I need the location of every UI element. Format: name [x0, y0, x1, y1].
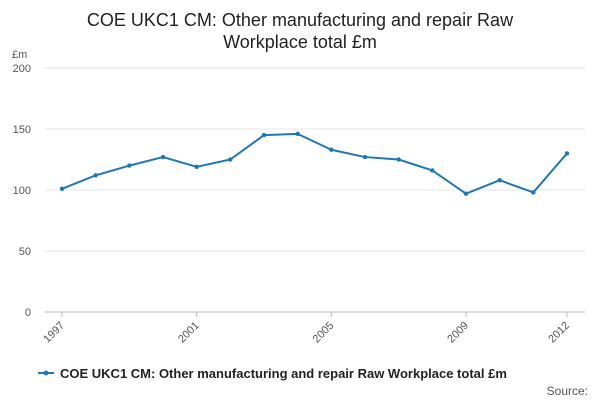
- x-tick-label: 2012: [546, 320, 572, 346]
- x-tick-label: 2005: [311, 320, 337, 346]
- data-point-2009: [463, 191, 469, 196]
- x-tick-label: 2001: [176, 320, 202, 346]
- y-tick-label: 50: [19, 246, 31, 258]
- series-layer: [59, 131, 570, 196]
- x-axis-ticks: 1997 2001 2005 2009 2012: [41, 312, 572, 345]
- legend: COE UKC1 CM: Other manufacturing and rep…: [38, 366, 507, 381]
- gridlines: [45, 67, 585, 313]
- legend-point-marker: [43, 370, 49, 376]
- data-point-2001: [194, 164, 199, 170]
- data-point-2011: [531, 190, 536, 195]
- x-tick-label: 2009: [445, 320, 471, 346]
- source-label: Source:: [547, 384, 588, 398]
- data-point-2000: [160, 154, 166, 160]
- data-point-2008: [430, 168, 435, 173]
- x-tick-label: 1997: [41, 320, 67, 346]
- data-point-2006: [362, 154, 368, 160]
- chart-title-line-1: COE UKC1 CM: Other manufacturing and rep…: [87, 10, 514, 30]
- y-axis-ticks: 0 50 100 150 200: [13, 63, 31, 319]
- data-point-2004: [295, 131, 300, 137]
- y-tick-label: 100: [13, 185, 31, 197]
- y-tick-label: 150: [13, 124, 31, 136]
- y-unit-label: £m: [12, 49, 27, 61]
- chart-title-line-2: Workplace total £m: [223, 32, 377, 52]
- y-tick-label: 0: [25, 307, 31, 319]
- data-point-2003: [261, 132, 267, 138]
- y-tick-label: 200: [13, 63, 31, 75]
- data-point-2012: [564, 151, 570, 156]
- data-point-2010: [497, 178, 502, 183]
- series-line: [61, 132, 568, 195]
- data-point-1998: [93, 173, 98, 178]
- data-point-1999: [127, 163, 132, 168]
- data-point-1997: [59, 186, 65, 191]
- data-point-2005: [329, 147, 334, 152]
- data-point-2007: [396, 157, 401, 162]
- legend-label: COE UKC1 CM: Other manufacturing and rep…: [60, 366, 507, 381]
- data-point-2002: [228, 157, 233, 162]
